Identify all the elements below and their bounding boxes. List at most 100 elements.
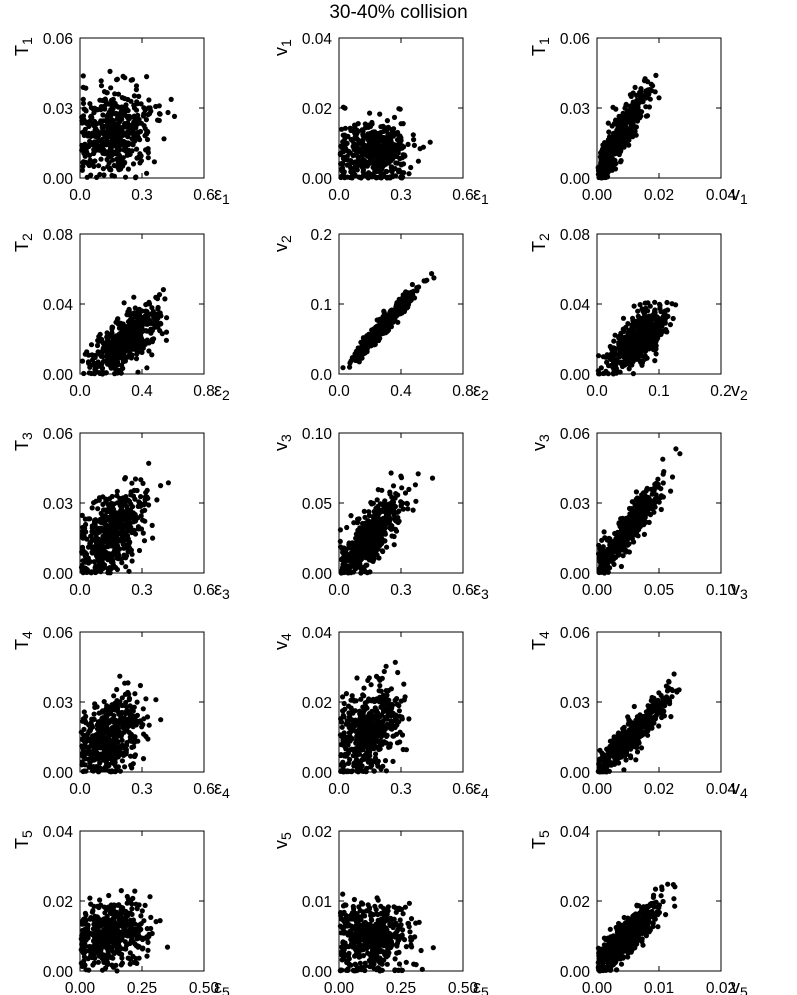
scatter-point xyxy=(431,275,437,281)
scatter-point xyxy=(149,522,155,529)
scatter-point xyxy=(153,697,159,703)
scatter-point xyxy=(367,110,373,116)
scatter-point xyxy=(618,159,624,165)
scatter-point xyxy=(410,507,416,513)
scatter-point xyxy=(143,117,149,123)
scatter-point xyxy=(85,160,91,166)
y-tick-label: 0.04 xyxy=(43,297,74,314)
scatter-point xyxy=(613,535,619,542)
scatter-point xyxy=(677,451,683,457)
scatter-point xyxy=(132,138,138,144)
scatter-point xyxy=(636,316,642,323)
scatter-point xyxy=(113,319,119,325)
scatter-point xyxy=(120,140,126,146)
scatter-point xyxy=(637,332,643,338)
scatter-point xyxy=(648,486,654,492)
scatter-point xyxy=(597,556,603,562)
scatter-point xyxy=(143,302,149,308)
scatter-point xyxy=(651,509,657,515)
scatter-point xyxy=(83,146,89,152)
scatter-point xyxy=(123,340,129,346)
scatter-point xyxy=(601,529,607,535)
scatter-point xyxy=(383,128,389,134)
scatter-point xyxy=(128,311,134,318)
scatter-point xyxy=(144,170,150,176)
scatter-point xyxy=(356,533,362,539)
scatter-point xyxy=(144,309,150,315)
scatter-point xyxy=(400,299,406,305)
scatter-point xyxy=(136,118,142,124)
x-tick-label: 0.3 xyxy=(390,187,412,204)
scatter-point xyxy=(122,543,128,549)
scatter-point xyxy=(101,172,107,178)
scatter-point xyxy=(380,151,386,157)
scatter-point xyxy=(653,72,659,78)
scatter-point xyxy=(82,553,88,559)
scatter-point xyxy=(340,132,346,138)
scatter-point xyxy=(100,501,106,507)
scatter-point xyxy=(158,483,164,489)
scatter-point xyxy=(120,321,126,327)
scatter-point xyxy=(88,342,95,348)
scatter-point xyxy=(352,130,358,136)
scatter-point xyxy=(136,499,142,505)
points-3 xyxy=(595,72,662,181)
scatter-point xyxy=(149,352,155,358)
y-tick-label: 0.00 xyxy=(302,566,333,583)
scatter-point xyxy=(613,106,619,112)
y-tick-label: 0.03 xyxy=(560,101,590,118)
scatter-point xyxy=(390,483,397,489)
points-6 xyxy=(595,299,679,377)
scatter-point xyxy=(88,105,94,111)
scatter-point xyxy=(650,347,657,353)
scatter-point xyxy=(89,537,96,543)
scatter-point xyxy=(391,310,397,317)
scatter-point xyxy=(102,340,108,346)
y-axis-label: T1 xyxy=(12,37,35,56)
scatter-point xyxy=(139,308,145,314)
scatter-point xyxy=(115,360,121,366)
scatter-point xyxy=(131,519,137,525)
scatter-point xyxy=(97,559,103,566)
scatter-point xyxy=(648,332,655,338)
scatter-point xyxy=(647,303,653,309)
scatter-point xyxy=(121,95,128,102)
scatter-point xyxy=(151,336,157,342)
scatter-point xyxy=(389,533,395,539)
scatter-point xyxy=(393,302,400,308)
scatter-point xyxy=(97,171,103,178)
scatter-point xyxy=(359,520,366,527)
scatter-point xyxy=(86,130,92,136)
y-axis-label: T2 xyxy=(12,233,35,252)
scatter-point xyxy=(612,530,618,537)
scatter-point xyxy=(634,497,640,503)
scatter-point xyxy=(87,152,93,158)
scatter-point xyxy=(154,320,160,326)
scatter-point xyxy=(631,532,637,538)
y-tick-label: 0.06 xyxy=(43,31,73,48)
scatter-point xyxy=(370,536,376,542)
scatter-point xyxy=(613,117,619,123)
scatter-point xyxy=(600,354,606,360)
scatter-point xyxy=(128,126,134,132)
scatter-point xyxy=(636,99,642,105)
scatter-point xyxy=(122,75,128,81)
scatter-point xyxy=(618,537,624,543)
scatter-point xyxy=(137,151,143,157)
scatter-point xyxy=(144,365,150,371)
points-2 xyxy=(337,104,433,181)
scatter-point xyxy=(429,271,435,277)
scatter-point xyxy=(87,364,93,370)
scatter-point xyxy=(163,329,170,335)
y-tick-label: 0.06 xyxy=(560,31,590,48)
scatter-point xyxy=(108,152,115,159)
scatter-point xyxy=(133,87,139,93)
scatter-point xyxy=(171,113,178,119)
scatter-point xyxy=(80,73,86,79)
scatter-point xyxy=(145,155,151,161)
scatter-point xyxy=(121,552,127,558)
scatter-point xyxy=(87,101,93,107)
scatter-point xyxy=(140,706,146,712)
scatter-point xyxy=(153,294,159,300)
scatter-point xyxy=(139,508,145,514)
